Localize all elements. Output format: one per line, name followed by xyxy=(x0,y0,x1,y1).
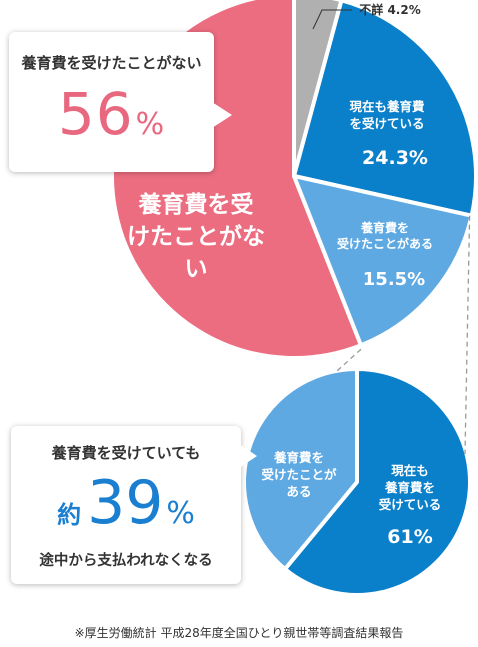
main-slice-0-label: 養育費を受けたことがない xyxy=(127,191,265,282)
sub-slice-0-label: 現在も養育費を受けている xyxy=(379,463,442,512)
callout-stopped-unit: % xyxy=(166,496,195,531)
connector-line-right xyxy=(464,215,471,455)
connector-lines xyxy=(336,215,471,455)
breakdown-pie-chart xyxy=(242,367,472,597)
callout-stopped-heading: 養育費を受けていても xyxy=(51,444,201,462)
slice-labels: 養育費を受けたことがない 不詳 4.2% 現在も養育費を受けている 24.3% 養育費を… xyxy=(127,2,441,548)
callout-never-received-figure: 56% xyxy=(9,80,214,148)
main-slice-3-label: 養育費を受けたことがある xyxy=(337,220,433,251)
main-slice-1-label: 不詳 4.2% xyxy=(359,2,420,17)
callout-stopped-prefix: 約 xyxy=(57,501,82,529)
sub-slice-1-value-label: 61% xyxy=(387,526,432,548)
callout-stopped-footer: 途中から支払われなくなる xyxy=(39,553,213,569)
main-slice-3 xyxy=(292,174,474,348)
sub-slice-1-label: 養育費を受けたことがある xyxy=(261,450,337,499)
callout-never-received-unit: % xyxy=(135,107,166,142)
main-slice-2-label: 現在も養育費を受けている xyxy=(349,99,425,131)
sub-slice-1 xyxy=(242,367,359,572)
source-note: ※厚生労働統計 平成28年度全国ひとり親世帯等調査結果報告 xyxy=(74,626,404,640)
main-slice-1-leader xyxy=(312,9,352,30)
connector-line-left xyxy=(336,348,362,372)
main-slice-2 xyxy=(292,0,478,218)
callout-never-received-heading: 養育費を受けたことがない xyxy=(21,54,202,72)
callout-never-received-value: 56 xyxy=(57,80,134,148)
callout-never-received: 養育費を受けたことがない 56% xyxy=(9,32,232,172)
main-slice-2-value-label: 24.3% xyxy=(362,147,428,169)
sub-slice-0 xyxy=(282,367,472,597)
callout-stopped-value: 39 xyxy=(87,468,164,538)
main-slice-3-value-label: 15.5% xyxy=(363,269,425,290)
callout-stopped-figure: 約 39% xyxy=(11,468,241,538)
callout-stopped-paying: 養育費を受けていても 約 39% 途中から支払われなくなる xyxy=(11,426,257,584)
